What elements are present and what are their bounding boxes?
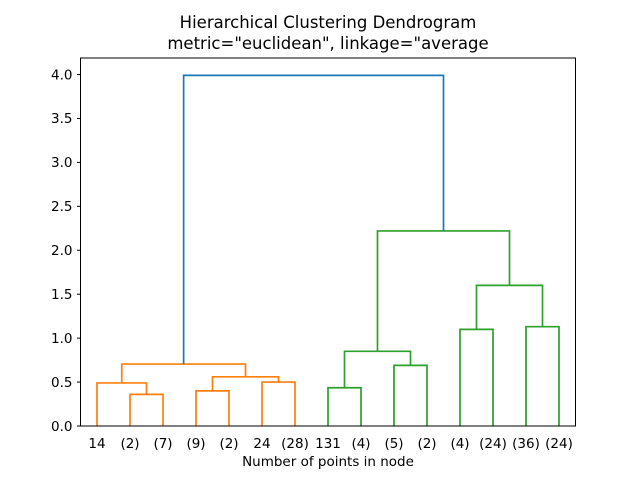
leaf-count-label: (9) [186, 436, 205, 452]
leaf-count-label: (28) [281, 436, 309, 452]
y-tick-label: 4.0 [51, 67, 72, 83]
leaf-count-label: (2) [219, 436, 238, 452]
dendrogram-link [393, 364, 428, 426]
y-tick-label: 3.0 [51, 155, 72, 171]
dendrogram-link [129, 393, 164, 426]
leaf-count-label: 24 [253, 436, 270, 452]
y-tick-label: 0.5 [51, 375, 72, 391]
leaf-count-label: (7) [153, 436, 172, 452]
leaf-count-label: (2) [417, 436, 436, 452]
axes-frame [80, 57, 576, 427]
dendrogram-link [343, 350, 412, 388]
dendrogram-links-layer [96, 74, 560, 426]
leaf-count-label: (36) [512, 436, 540, 452]
dendrogram-link [459, 328, 494, 426]
dendrogram-link [327, 386, 362, 426]
y-tick-label: 3.5 [51, 111, 72, 127]
leaf-count-label: (24) [545, 436, 573, 452]
dendrogram-link [120, 363, 247, 383]
dendrogram-link [376, 230, 511, 352]
dendrogram-link [182, 74, 445, 365]
leaf-count-label: (2) [120, 436, 139, 452]
y-tick-label: 2.0 [51, 243, 72, 259]
axes-layer: 0.0 0.5 1.0 1.5 2.0 2.5 3.0 3.5 4.0 14 (2) (7) (9) (2… [51, 57, 576, 452]
dendrogram-link [96, 382, 148, 426]
leaf-count-label: (5) [384, 436, 403, 452]
leaf-count-label: (24) [479, 436, 507, 452]
y-tick-label: 1.0 [51, 331, 72, 347]
leaf-count-label: 131 [315, 436, 341, 452]
y-tick-label: 2.5 [51, 199, 72, 215]
leaf-count-label: 14 [88, 436, 105, 452]
y-tick-label: 0.0 [51, 419, 72, 435]
leaf-count-label: (4) [351, 436, 370, 452]
dendrogram-link [525, 325, 560, 426]
dendrogram-link [475, 284, 544, 330]
x-axis-label: Number of points in node [242, 454, 414, 470]
chart-title: Hierarchical Clustering Dendrogram [180, 13, 477, 32]
y-tick-label: 1.5 [51, 287, 72, 303]
dendrogram-link [211, 375, 280, 391]
dendrogram-link [195, 390, 230, 426]
dendrogram-link [261, 381, 296, 426]
leaf-count-label: (4) [450, 436, 469, 452]
chart-subtitle: metric="euclidean", linkage="average [167, 34, 488, 53]
